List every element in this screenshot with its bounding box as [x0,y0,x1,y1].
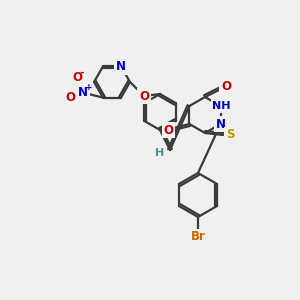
Text: O: O [164,124,173,136]
Text: +: + [85,83,93,92]
Text: N: N [78,86,88,99]
Text: O: O [72,71,82,84]
Text: N: N [216,118,226,130]
Text: O: O [221,80,231,94]
Text: O: O [139,89,149,103]
Text: Br: Br [190,230,206,244]
Text: O: O [65,91,75,104]
Text: N: N [116,60,126,73]
Text: -: - [80,68,84,78]
Text: S: S [226,128,234,142]
Text: H: H [155,148,165,158]
Text: NH: NH [212,101,231,111]
